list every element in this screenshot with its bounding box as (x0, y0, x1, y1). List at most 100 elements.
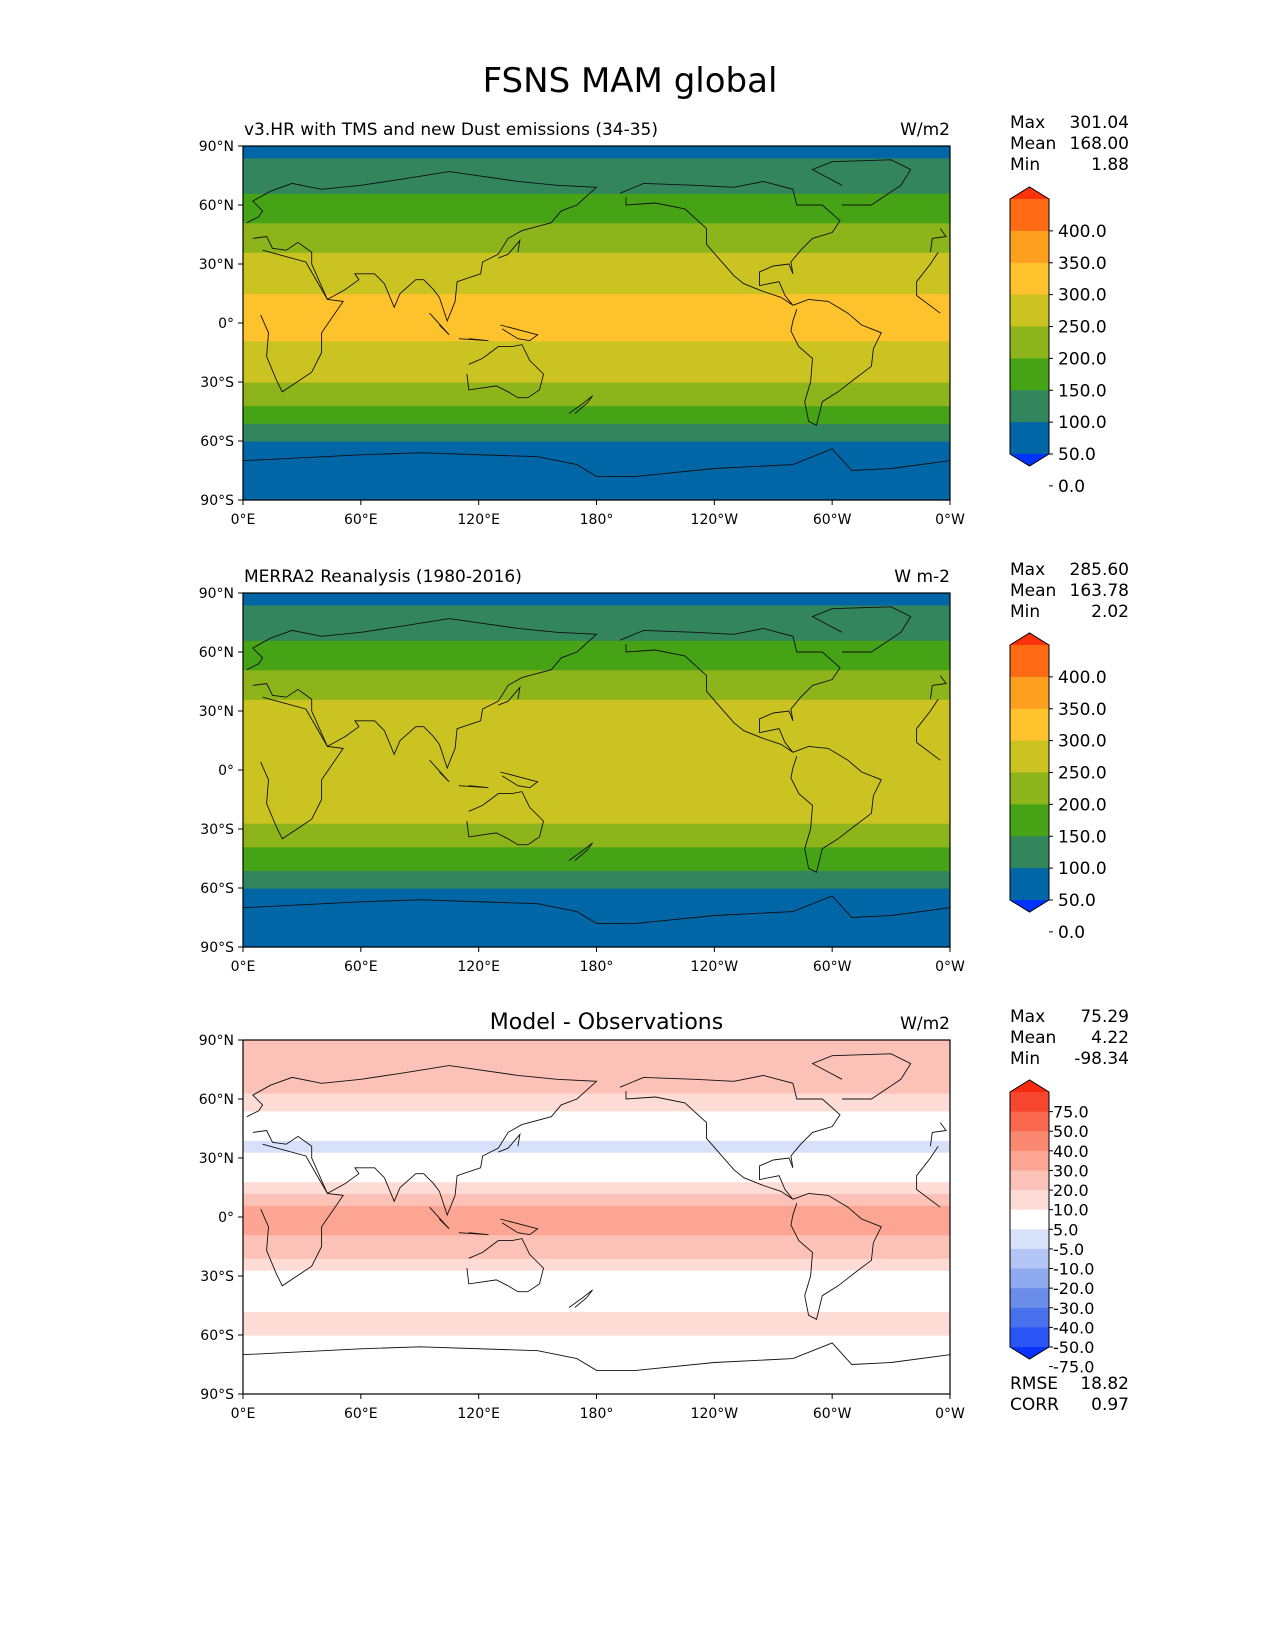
field-band (243, 1051, 950, 1059)
coastline (246, 1065, 598, 1217)
field-band (243, 929, 950, 936)
stat-label: Max (1010, 560, 1045, 580)
stat-label: Mean (1010, 1028, 1056, 1048)
field-band (243, 1081, 950, 1088)
colorbar-segment (1010, 1111, 1049, 1132)
colorbar-segment (1010, 740, 1049, 773)
field-band (243, 435, 950, 442)
field-band (243, 1287, 950, 1295)
y-tick-label: 0° (218, 763, 234, 779)
y-tick-label: 90°N (199, 1033, 234, 1049)
colorbar-tick-label: 100.0 (1058, 859, 1107, 879)
x-tick-label: 180° (580, 512, 614, 528)
field-band (243, 228, 950, 236)
field-band (243, 340, 950, 348)
field-band (243, 598, 950, 606)
colorbar-tick-label: 150.0 (1058, 381, 1107, 401)
field-band (243, 352, 950, 359)
field-band (243, 764, 950, 771)
y-tick-label: 30°N (199, 704, 234, 720)
field-band (243, 1110, 950, 1118)
field-band (243, 1116, 950, 1124)
field-band (243, 646, 950, 653)
field-band (243, 799, 950, 806)
x-tick-label: 60°W (813, 959, 852, 975)
field-band (243, 1252, 950, 1259)
field-band (243, 1264, 950, 1271)
colorbar-tick-label: 150.0 (1058, 827, 1107, 847)
field-band (243, 1128, 950, 1135)
field-band (243, 311, 950, 318)
colorbar-segment (1010, 1209, 1049, 1230)
field-band (243, 488, 950, 495)
colorbar-tick-label: 200.0 (1058, 349, 1107, 369)
field-band (243, 846, 950, 854)
field-band (243, 593, 950, 600)
field-band (243, 323, 950, 330)
colorbar-segment (1010, 294, 1049, 327)
field-band (243, 616, 950, 624)
colorbar-tick-label: -30.0 (1053, 1299, 1094, 1318)
field-band (243, 317, 950, 324)
x-tick-label: 60°W (813, 512, 852, 528)
panel-units: W m-2 (894, 567, 950, 587)
y-tick-label: 90°S (200, 1387, 234, 1403)
map-field (243, 1040, 950, 1395)
coastlines (242, 159, 951, 477)
x-tick-label: 180° (580, 959, 614, 975)
stat-value: -98.34 (1074, 1049, 1129, 1069)
field-band (243, 1246, 950, 1253)
field-band (243, 888, 950, 895)
field-band (243, 882, 950, 889)
field-band (243, 675, 950, 683)
stat-label: Min (1010, 1049, 1040, 1069)
field-band (243, 157, 950, 165)
stat-label: CORR (1010, 1395, 1059, 1415)
x-tick-label: 120°E (457, 1406, 500, 1422)
field-band (243, 1270, 950, 1277)
field-band (243, 1346, 950, 1354)
field-band (243, 823, 950, 830)
colorbar-segment (1010, 645, 1049, 678)
coastline-antarctica (242, 895, 951, 924)
coastlines (242, 1053, 951, 1371)
field-band (243, 1122, 950, 1130)
field-band (243, 287, 950, 295)
field-band (243, 722, 950, 730)
x-tick-label: 60°W (813, 1406, 852, 1422)
field-band (243, 216, 950, 224)
colorbar-segment (1010, 1248, 1049, 1270)
field-band (243, 1146, 950, 1153)
colorbar-tick-label: 300.0 (1058, 732, 1107, 752)
field-band (243, 258, 950, 265)
field-band (243, 917, 950, 924)
field-band (243, 1163, 950, 1171)
colorbar-tick-label: -20.0 (1053, 1279, 1094, 1298)
field-band (243, 687, 950, 694)
coastline (916, 698, 941, 761)
colorbar-segment (1010, 262, 1049, 296)
y-tick-label: 90°S (200, 940, 234, 956)
field-band (243, 210, 950, 218)
field-band (243, 758, 950, 765)
colorbar-segment (1010, 708, 1049, 742)
field-band (243, 1340, 950, 1348)
x-tick-label: 60°E (344, 512, 378, 528)
colorbar-tick-label: 50.0 (1053, 1122, 1089, 1141)
field-band (243, 293, 950, 300)
field-band (243, 246, 950, 253)
field-band (243, 775, 950, 783)
colorbar: 0.0 50.0 100.0 150.0 200.0 250.0 300.0 350.0 400… (1009, 632, 1107, 943)
coastlines (242, 606, 951, 924)
stat-label: Mean (1010, 134, 1056, 154)
colorbar-segment (1010, 1131, 1049, 1152)
field-band (243, 1158, 950, 1165)
field-band (243, 1069, 950, 1076)
field-band (243, 734, 950, 742)
field-band (243, 864, 950, 871)
field-band (243, 669, 950, 677)
colorbar-segment (1010, 422, 1049, 455)
stat-value: 75.29 (1080, 1007, 1129, 1027)
field-band (243, 1181, 950, 1189)
field-band (243, 364, 950, 371)
